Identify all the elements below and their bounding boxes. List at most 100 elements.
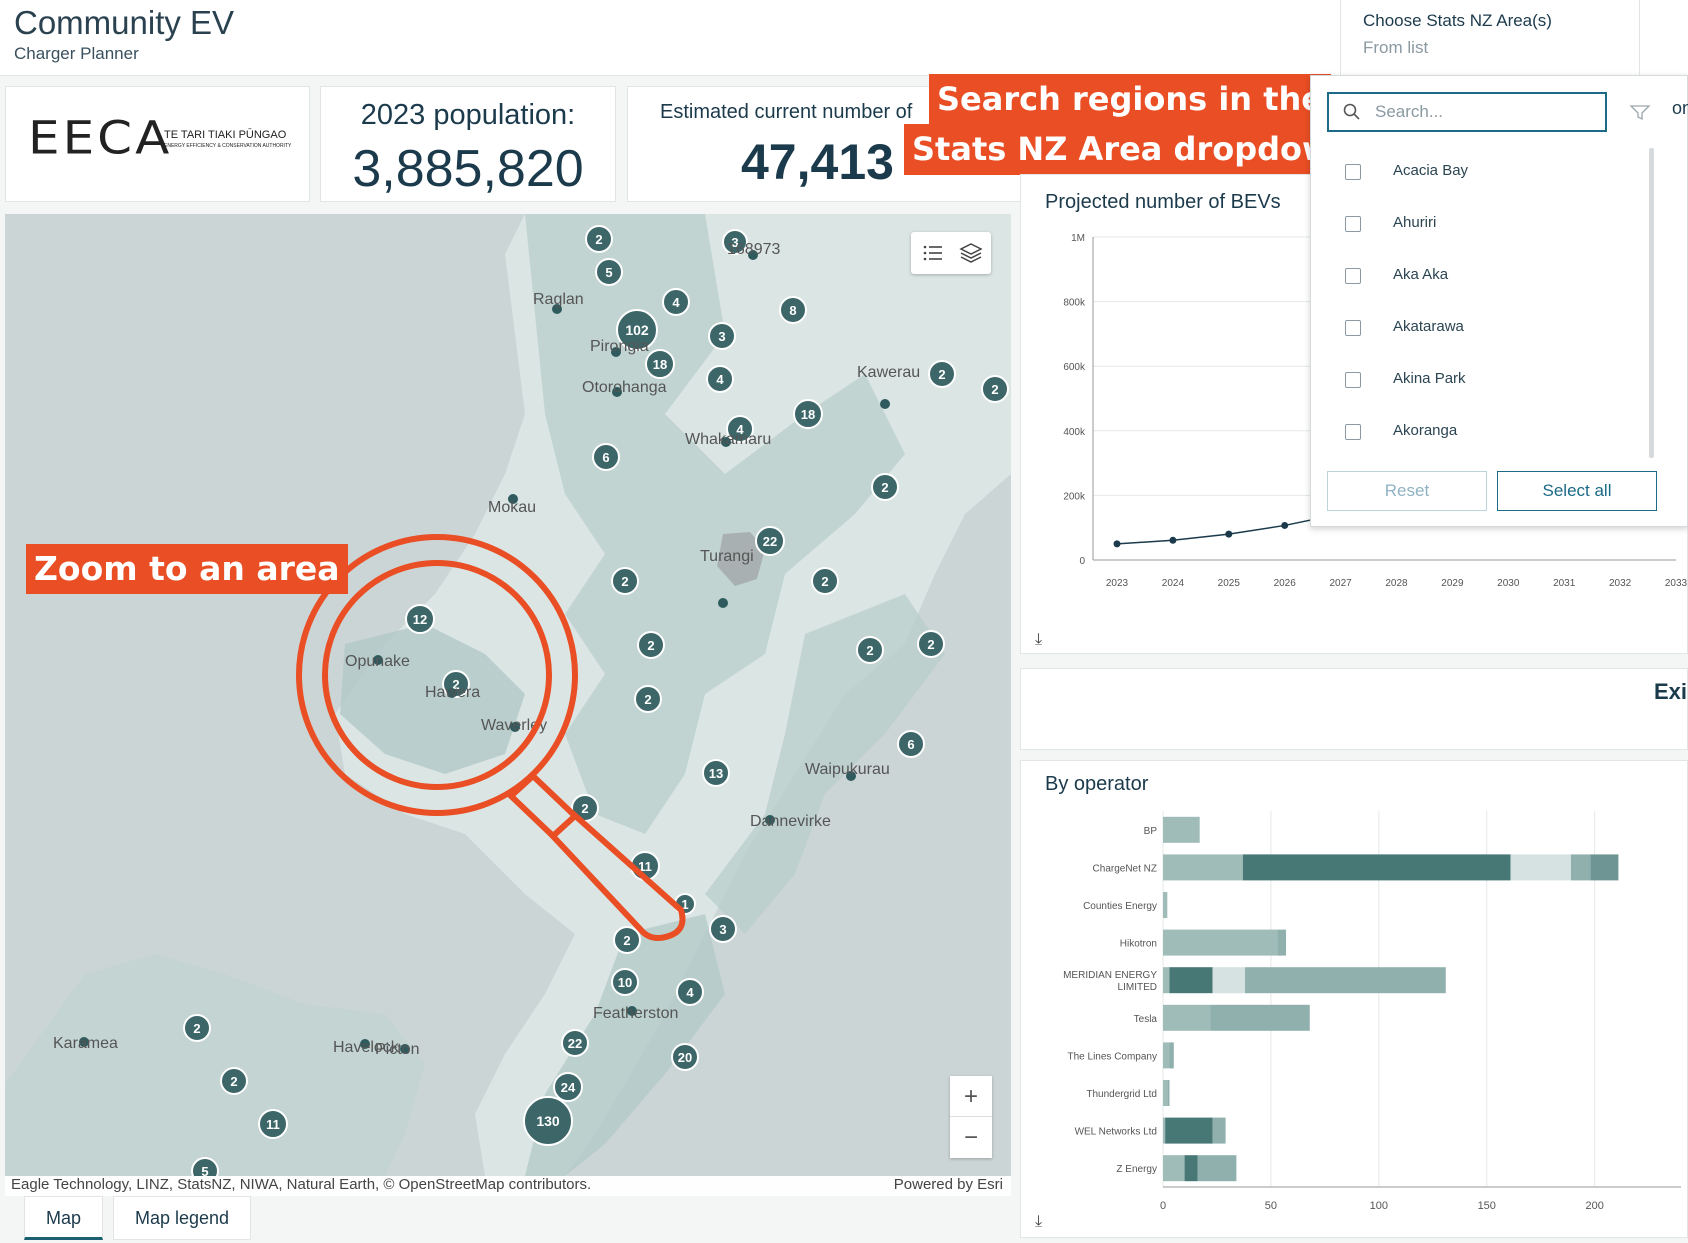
checkbox[interactable] (1345, 268, 1361, 284)
bar-segment[interactable] (1242, 854, 1511, 881)
cluster-marker[interactable]: 24 (553, 1072, 583, 1102)
map-point[interactable] (627, 1006, 637, 1016)
cluster-marker[interactable]: 2 (917, 630, 945, 658)
cluster-marker[interactable]: 4 (662, 288, 690, 316)
cluster-marker[interactable]: 2 (637, 631, 665, 659)
map-point[interactable] (612, 387, 622, 397)
map-point[interactable] (721, 437, 731, 447)
bar-segment[interactable] (1210, 1004, 1310, 1031)
map-point[interactable] (846, 771, 856, 781)
cluster-marker[interactable]: 6 (897, 730, 925, 758)
map-point[interactable] (510, 722, 520, 732)
map-point[interactable] (880, 399, 890, 409)
cluster-marker[interactable]: 130 (523, 1096, 573, 1146)
checkbox[interactable] (1345, 216, 1361, 232)
checkbox[interactable] (1345, 372, 1361, 388)
cluster-marker[interactable]: 3 (722, 229, 748, 255)
search-input[interactable]: Search... (1327, 92, 1607, 132)
map-point[interactable] (611, 347, 621, 357)
cluster-marker[interactable]: 2 (613, 926, 641, 954)
cluster-marker[interactable]: 2 (856, 636, 884, 664)
map-point[interactable] (360, 1039, 370, 1049)
bar-segment[interactable] (1167, 1080, 1170, 1106)
cluster-marker[interactable]: 22 (755, 526, 785, 556)
cluster-marker[interactable]: 2 (928, 360, 956, 388)
cluster-marker[interactable]: 6 (592, 443, 620, 471)
tab-map-legend[interactable]: Map legend (113, 1196, 251, 1240)
data-point[interactable] (1225, 530, 1233, 538)
cluster-marker[interactable]: 10 (611, 968, 639, 996)
layers-icon[interactable] (959, 241, 983, 265)
list-icon[interactable] (922, 242, 944, 264)
bar-segment[interactable] (1570, 854, 1591, 881)
cluster-marker[interactable]: 2 (981, 375, 1009, 403)
bar-segment[interactable] (1169, 967, 1213, 994)
cluster-marker[interactable]: 102 (616, 309, 658, 351)
bar-segment[interactable] (1590, 854, 1619, 881)
bar-segment[interactable] (1245, 967, 1446, 994)
cluster-marker[interactable]: 2 (183, 1014, 211, 1042)
map-point[interactable] (765, 815, 775, 825)
download-icon[interactable]: ⤓ (1035, 631, 1043, 648)
cluster-marker[interactable]: 2 (871, 473, 899, 501)
map-point[interactable] (400, 1044, 410, 1054)
cluster-marker[interactable]: 2 (611, 567, 639, 595)
data-point[interactable] (1169, 536, 1177, 544)
bar-segment[interactable] (1163, 929, 1278, 956)
cluster-marker[interactable]: 4 (726, 415, 754, 443)
bar-segment[interactable] (1163, 816, 1200, 843)
bar-segment[interactable] (1163, 892, 1168, 918)
cluster-marker[interactable]: 18 (793, 399, 823, 429)
map-point[interactable] (79, 1037, 89, 1047)
cluster-marker[interactable]: 12 (405, 604, 435, 634)
download-icon[interactable]: ⤓ (1035, 1213, 1043, 1230)
cluster-marker[interactable]: 8 (779, 296, 807, 324)
cluster-marker[interactable]: 2 (811, 567, 839, 595)
map-point[interactable] (447, 688, 457, 698)
map-point[interactable] (552, 304, 562, 314)
cluster-marker[interactable]: 18 (645, 349, 675, 379)
checkbox[interactable] (1345, 320, 1361, 336)
reset-button[interactable]: Reset (1327, 471, 1487, 511)
checkbox[interactable] (1345, 164, 1361, 180)
map-point[interactable] (748, 250, 758, 260)
cluster-marker[interactable]: 2 (585, 225, 613, 253)
bar-segment[interactable] (1163, 854, 1243, 881)
bar-segment[interactable] (1197, 1155, 1237, 1182)
bar-segment[interactable] (1212, 967, 1246, 994)
bar-segment[interactable] (1212, 1117, 1226, 1144)
cluster-marker[interactable]: 20 (671, 1043, 699, 1071)
bar-segment[interactable] (1163, 967, 1170, 994)
tab-map[interactable]: Map (24, 1196, 103, 1240)
map-point[interactable] (373, 655, 383, 665)
cluster-marker[interactable]: 22 (561, 1029, 589, 1057)
bar-segment[interactable] (1165, 1117, 1213, 1144)
data-point[interactable] (1113, 540, 1121, 548)
cluster-marker[interactable]: 3 (708, 322, 736, 350)
bar-segment[interactable] (1510, 854, 1571, 881)
data-point[interactable] (1281, 521, 1289, 529)
cluster-marker[interactable]: 11 (258, 1109, 288, 1139)
powered-by[interactable]: Powered by Esri (893, 1176, 1003, 1193)
bar-segment[interactable] (1163, 1117, 1166, 1144)
bar-segment[interactable] (1277, 929, 1287, 956)
bar-segment[interactable] (1163, 1080, 1168, 1106)
bar-segment[interactable] (1163, 1042, 1170, 1069)
bar-segment[interactable] (1169, 1042, 1174, 1069)
bar-segment[interactable] (1184, 1155, 1198, 1182)
cluster-marker[interactable]: 5 (191, 1157, 219, 1176)
filter-icon[interactable] (1629, 102, 1651, 122)
map-point[interactable] (508, 494, 518, 504)
bar-segment[interactable] (1163, 1004, 1211, 1031)
cluster-marker[interactable]: 2 (220, 1067, 248, 1095)
cluster-marker[interactable]: 13 (702, 759, 730, 787)
select-all-button[interactable]: Select all (1497, 471, 1657, 511)
cluster-marker[interactable]: 4 (706, 365, 734, 393)
cluster-marker[interactable]: 4 (676, 978, 704, 1006)
zoom-out-button[interactable]: − (963, 1124, 978, 1151)
dropdown-scrollbar[interactable] (1649, 148, 1654, 458)
cluster-marker[interactable]: 5 (595, 258, 623, 286)
checkbox[interactable] (1345, 424, 1361, 440)
bar-segment[interactable] (1163, 1155, 1185, 1182)
